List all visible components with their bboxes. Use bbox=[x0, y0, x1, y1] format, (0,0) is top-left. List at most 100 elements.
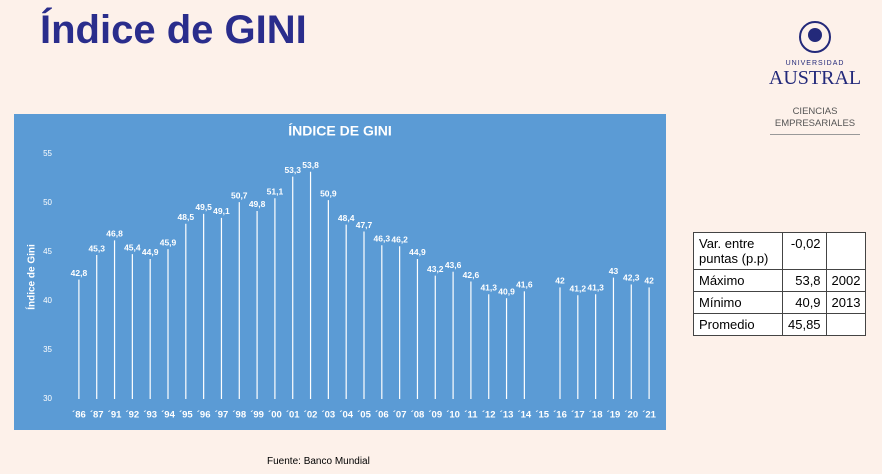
table-cell: Promedio bbox=[693, 313, 783, 336]
y-tick-label: 50 bbox=[43, 198, 52, 207]
x-tick-label: ´06 bbox=[375, 410, 389, 421]
value-label: 49,5 bbox=[195, 202, 212, 212]
logo-faculty: CIENCIAS EMPRESARIALES bbox=[770, 106, 860, 135]
x-tick-label: ´21 bbox=[642, 410, 656, 421]
x-tick-label: ´08 bbox=[411, 410, 425, 421]
x-tick-label: ´00 bbox=[268, 410, 282, 421]
value-label: 41,6 bbox=[516, 280, 533, 290]
value-label: 45,4 bbox=[124, 242, 141, 252]
y-axis-label: Índice de Gini bbox=[25, 244, 38, 310]
table-cell bbox=[825, 313, 867, 336]
x-tick-label: ´07 bbox=[393, 410, 407, 421]
x-tick-label: ´98 bbox=[232, 410, 246, 421]
chart: ÍNDICE DE GINI Índice de Gini 30 35 40 45 50… bbox=[14, 114, 666, 430]
x-tick-label: ´97 bbox=[215, 410, 229, 421]
table-row: Máximo 53,8 2002 bbox=[693, 269, 867, 292]
value-label: 46,8 bbox=[106, 229, 123, 239]
y-tick-label: 35 bbox=[43, 345, 52, 354]
value-label: 46,3 bbox=[374, 234, 391, 244]
x-tick-label: ´15 bbox=[535, 410, 549, 421]
value-label: 44,9 bbox=[142, 247, 159, 257]
x-tick-label: ´04 bbox=[339, 410, 353, 421]
logo-emblem bbox=[799, 21, 831, 53]
table-row: Promedio 45,85 bbox=[693, 313, 867, 336]
table-cell: 45,85 bbox=[782, 313, 827, 336]
table-cell: Máximo bbox=[693, 269, 783, 292]
x-tick-label: ´01 bbox=[286, 410, 300, 421]
value-label: 48,4 bbox=[338, 213, 355, 223]
value-label: 41,3 bbox=[480, 283, 497, 293]
x-tick-label: ´99 bbox=[250, 410, 264, 421]
x-tick-label: ´19 bbox=[607, 410, 621, 421]
x-tick-label: ´02 bbox=[304, 410, 318, 421]
x-tick-label: ´20 bbox=[624, 410, 638, 421]
x-tick-label: ´12 bbox=[482, 410, 496, 421]
value-label: 41,2 bbox=[570, 283, 587, 293]
x-tick-label: ´16 bbox=[553, 410, 567, 421]
value-label: 42,8 bbox=[71, 268, 88, 278]
value-label: 42 bbox=[644, 276, 654, 286]
logo-top: UNIVERSIDAD bbox=[785, 60, 845, 67]
value-label: 42 bbox=[555, 276, 565, 286]
y-tick-label: 55 bbox=[43, 149, 52, 158]
chart-background bbox=[14, 114, 666, 430]
x-tick-label: ´13 bbox=[500, 410, 514, 421]
chart-title: ÍNDICE DE GINI bbox=[288, 123, 391, 139]
logo-name: AUSTRAL bbox=[768, 67, 862, 89]
table-cell bbox=[825, 232, 867, 270]
x-tick-label: ´17 bbox=[571, 410, 585, 421]
value-label: 47,7 bbox=[356, 220, 373, 230]
y-tick-label: 30 bbox=[43, 394, 52, 403]
table-row: Mínimo 40,9 2013 bbox=[693, 291, 867, 314]
x-tick-label: ´86 bbox=[72, 410, 86, 421]
x-tick-label: ´10 bbox=[446, 410, 460, 421]
value-label: 49,8 bbox=[249, 199, 266, 209]
x-tick-label: ´09 bbox=[428, 410, 442, 421]
value-label: 42,6 bbox=[463, 270, 480, 280]
value-label: 53,8 bbox=[302, 160, 319, 170]
value-label: 41,3 bbox=[587, 283, 604, 293]
table-cell: -0,02 bbox=[782, 232, 827, 270]
value-label: 49,1 bbox=[213, 206, 230, 216]
x-tick-label: ´11 bbox=[464, 410, 478, 421]
table-cell: 2013 bbox=[825, 291, 867, 314]
x-tick-label: ´96 bbox=[197, 410, 211, 421]
value-label: 50,7 bbox=[231, 190, 248, 200]
value-label: 43,6 bbox=[445, 260, 462, 270]
table-cell: Var. entre puntas (p.p) bbox=[693, 232, 783, 270]
x-tick-label: ´05 bbox=[357, 410, 371, 421]
value-label: 45,9 bbox=[160, 237, 177, 247]
source: Fuente: Banco Mundial bbox=[267, 456, 370, 467]
value-label: 40,9 bbox=[498, 286, 515, 296]
table-cell: 40,9 bbox=[782, 291, 827, 314]
x-tick-label: ´94 bbox=[161, 410, 175, 421]
value-label: 45,3 bbox=[88, 243, 105, 253]
value-label: 48,5 bbox=[178, 212, 195, 222]
value-label: 50,9 bbox=[320, 188, 337, 198]
x-tick-label: ´95 bbox=[179, 410, 193, 421]
x-tick-label: ´92 bbox=[125, 410, 139, 421]
value-label: 43,2 bbox=[427, 264, 444, 274]
y-tick-label: 45 bbox=[43, 247, 52, 256]
logo: UNIVERSIDAD AUSTRAL CIENCIAS EMPRESARIAL… bbox=[760, 20, 870, 135]
value-label: 51,1 bbox=[267, 186, 284, 196]
x-tick-label: ´14 bbox=[517, 410, 531, 421]
value-label: 42,3 bbox=[623, 273, 640, 283]
value-label: 43 bbox=[609, 266, 619, 276]
summary-table: Var. entre puntas (p.p) -0,02 Máximo 53,8 20… bbox=[693, 232, 867, 336]
x-tick-label: ´91 bbox=[108, 410, 122, 421]
x-tick-label: ´93 bbox=[143, 410, 157, 421]
slide-title: Índice de GINI bbox=[40, 8, 307, 52]
value-label: 53,3 bbox=[284, 165, 301, 175]
x-tick-label: ´18 bbox=[589, 410, 603, 421]
value-label: 46,2 bbox=[391, 234, 408, 244]
x-tick-label: ´03 bbox=[321, 410, 335, 421]
table-cell: 53,8 bbox=[782, 269, 827, 292]
table-row: Var. entre puntas (p.p) -0,02 bbox=[693, 232, 867, 270]
table-cell: Mínimo bbox=[693, 291, 783, 314]
value-label: 44,9 bbox=[409, 247, 426, 257]
x-tick-label: ´87 bbox=[90, 410, 104, 421]
table-cell: 2002 bbox=[825, 269, 867, 292]
y-tick-label: 40 bbox=[43, 296, 52, 305]
